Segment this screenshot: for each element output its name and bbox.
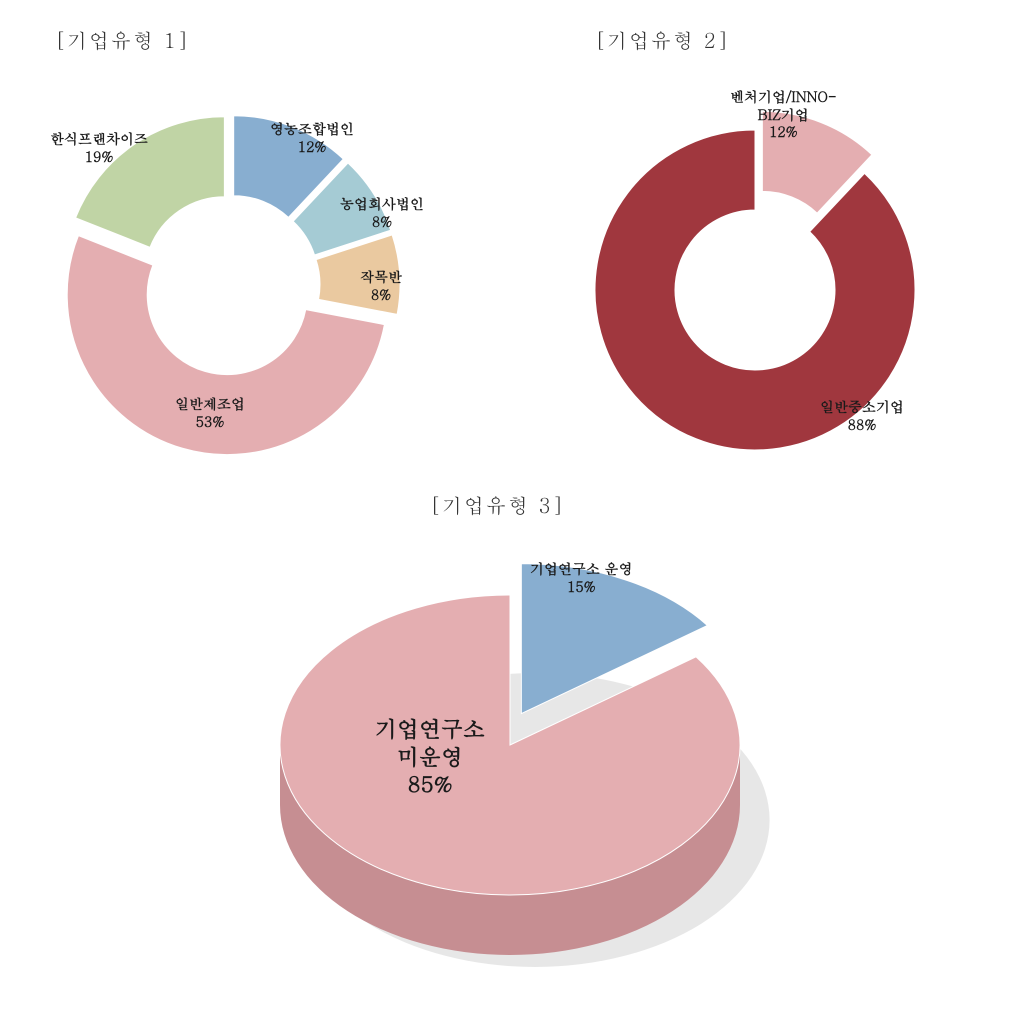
slice-pct-text: 85% [375,770,485,798]
slice-pct-text: 8% [340,213,424,231]
chart3-slice-label-0: 기업연구소 운영15% [530,560,633,595]
slice-name-text: 기업연구소 [375,715,485,743]
chart1-slice-label-0: 영농조합법인12% [270,120,354,155]
slice-name-text: 영농조합법인 [270,120,354,138]
chart3-title: [기업유형 3] [430,490,565,519]
slice-pct-text: 53% [175,413,245,431]
slice-pct-text: 12% [270,138,354,156]
chart1-slice-label-1: 농업회사법인8% [340,195,424,230]
slice-name-text: 일반중소기업 [820,398,904,416]
slice-pct-text: 12% [730,123,837,141]
chart2-slice-label-1: 일반중소기업88% [820,398,904,433]
chart3-pie3d [160,520,860,1020]
chart1-slice-label-4: 한식프랜차이즈19% [50,130,148,165]
slice-name-text: 작목반 [360,268,402,286]
chart1-slice-label-2: 작목반8% [360,268,402,303]
slice-name-text: 농업회사법인 [340,195,424,213]
slice-name-text: 한식프랜차이즈 [50,130,148,148]
slice-pct-text: 8% [360,286,402,304]
slice-name-text: 일반제조업 [175,395,245,413]
slice-pct-text: 19% [50,148,148,166]
slice-name-text: 기업연구소 운영 [530,560,633,578]
slice-pct-text: 88% [820,416,904,434]
chart1-slice-label-3: 일반제조업53% [175,395,245,430]
slice-name-text: 벤처기업/INNO- [730,88,837,106]
chart3-slice-label-1: 기업연구소미운영85% [375,715,485,798]
chart2-slice-label-0: 벤처기업/INNO-BIZ기업12% [730,88,837,141]
slice-name-text: 미운영 [375,743,485,771]
slice-pct-text: 15% [530,578,633,596]
chart1-donut [0,50,500,550]
